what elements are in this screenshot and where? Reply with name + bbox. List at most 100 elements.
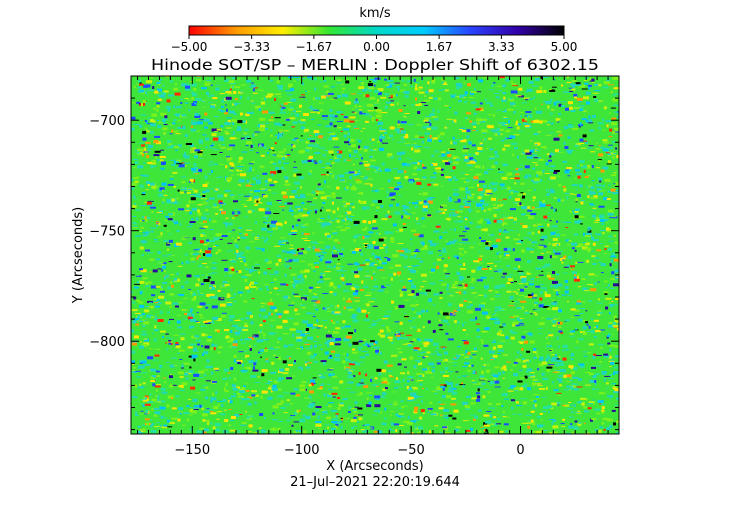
heatmap-cell — [457, 220, 461, 223]
heatmap-cell — [166, 199, 171, 203]
heatmap-cell — [165, 76, 169, 78]
heatmap-cell — [411, 349, 416, 350]
heatmap-cell — [534, 313, 538, 316]
heatmap-cell — [319, 209, 322, 212]
heatmap-cell — [575, 411, 581, 413]
heatmap-cell — [570, 376, 572, 379]
heatmap-cell — [417, 379, 424, 381]
heatmap-cell — [209, 145, 213, 148]
heatmap-cell — [366, 292, 372, 294]
heatmap-cell — [551, 402, 558, 406]
heatmap-cell — [324, 351, 329, 355]
heatmap-cell — [312, 109, 319, 111]
heatmap-cell — [204, 374, 207, 377]
heatmap-cell — [497, 345, 503, 348]
heatmap-cell — [213, 245, 217, 247]
heatmap-cell — [576, 412, 582, 414]
heatmap-cell — [568, 416, 574, 418]
heatmap-cell — [293, 285, 296, 289]
heatmap-cell — [361, 280, 364, 284]
heatmap-cell — [571, 335, 575, 337]
heatmap-cell — [489, 414, 492, 418]
heatmap-cell — [349, 138, 355, 142]
heatmap-cell — [572, 127, 579, 130]
heatmap-cell — [528, 296, 533, 298]
heatmap-cell — [417, 426, 423, 430]
heatmap-cell — [549, 350, 552, 351]
heatmap-cell — [410, 432, 414, 434]
heatmap-cell — [529, 238, 532, 241]
heatmap-cell — [153, 329, 159, 332]
heatmap-cell — [476, 328, 480, 332]
heatmap-cell — [597, 313, 601, 316]
heatmap-cell — [199, 388, 206, 391]
heatmap-cell — [571, 247, 575, 250]
heatmap-cell — [313, 341, 319, 342]
heatmap-cell — [541, 266, 546, 268]
heatmap-cell — [579, 365, 585, 368]
heatmap-cell — [534, 303, 536, 306]
heatmap-cell — [555, 118, 561, 121]
heatmap-cell — [132, 222, 137, 225]
heatmap-cell — [375, 114, 382, 118]
heatmap-cell — [426, 127, 431, 130]
heatmap-cell — [314, 97, 320, 100]
heatmap-cell — [218, 136, 224, 140]
heatmap-cell — [569, 336, 573, 338]
heatmap-cell — [138, 314, 144, 317]
heatmap-cell — [391, 342, 394, 344]
heatmap-cell — [553, 171, 558, 174]
heatmap-cell — [261, 369, 268, 373]
heatmap-cell — [461, 401, 468, 405]
heatmap-cell — [272, 405, 279, 409]
heatmap-cell — [150, 376, 156, 379]
heatmap-cell — [279, 136, 284, 138]
heatmap-cell — [414, 205, 418, 208]
heatmap-cell — [543, 215, 548, 219]
heatmap-cell — [377, 333, 381, 336]
heatmap-cell — [414, 149, 421, 153]
heatmap-cell — [414, 178, 419, 180]
heatmap-cell — [502, 222, 508, 225]
heatmap-cell — [228, 376, 231, 379]
heatmap-cell — [298, 213, 304, 216]
heatmap-cell — [254, 394, 259, 397]
heatmap-cell — [293, 279, 300, 283]
heatmap-cell — [489, 187, 496, 189]
heatmap-cell — [253, 267, 260, 269]
heatmap-cell — [550, 285, 553, 288]
heatmap-cell — [188, 109, 191, 112]
heatmap-cell — [252, 92, 258, 94]
heatmap-cell — [180, 98, 184, 100]
heatmap-cell — [511, 142, 518, 145]
heatmap-cell — [251, 161, 255, 163]
heatmap-cell — [205, 306, 209, 309]
heatmap-cell — [200, 150, 203, 151]
heatmap-cell — [404, 384, 408, 386]
heatmap-cell — [354, 104, 357, 108]
heatmap-cell — [592, 115, 596, 118]
heatmap-cell — [142, 234, 147, 237]
heatmap-cell — [248, 163, 254, 165]
heatmap-cell — [247, 290, 250, 292]
heatmap-cell — [373, 346, 380, 349]
heatmap-cell — [241, 370, 247, 373]
heatmap-cell — [306, 193, 312, 195]
heatmap-cell — [276, 403, 283, 405]
heatmap-cell — [147, 184, 150, 186]
heatmap-cell — [170, 254, 175, 256]
heatmap-cell — [460, 139, 467, 143]
heatmap-cell — [536, 174, 543, 176]
heatmap-cell — [289, 106, 294, 109]
heatmap-cell — [306, 323, 313, 327]
heatmap-cell — [459, 127, 466, 129]
heatmap-cell — [220, 413, 226, 416]
heatmap-cell — [459, 252, 462, 255]
heatmap-cell — [476, 203, 483, 207]
heatmap-cell — [386, 326, 389, 330]
heatmap-cell — [445, 176, 452, 179]
heatmap-cell — [202, 385, 208, 387]
heatmap-cell — [214, 131, 218, 132]
heatmap-cell — [377, 99, 379, 102]
heatmap-cell — [329, 132, 336, 136]
